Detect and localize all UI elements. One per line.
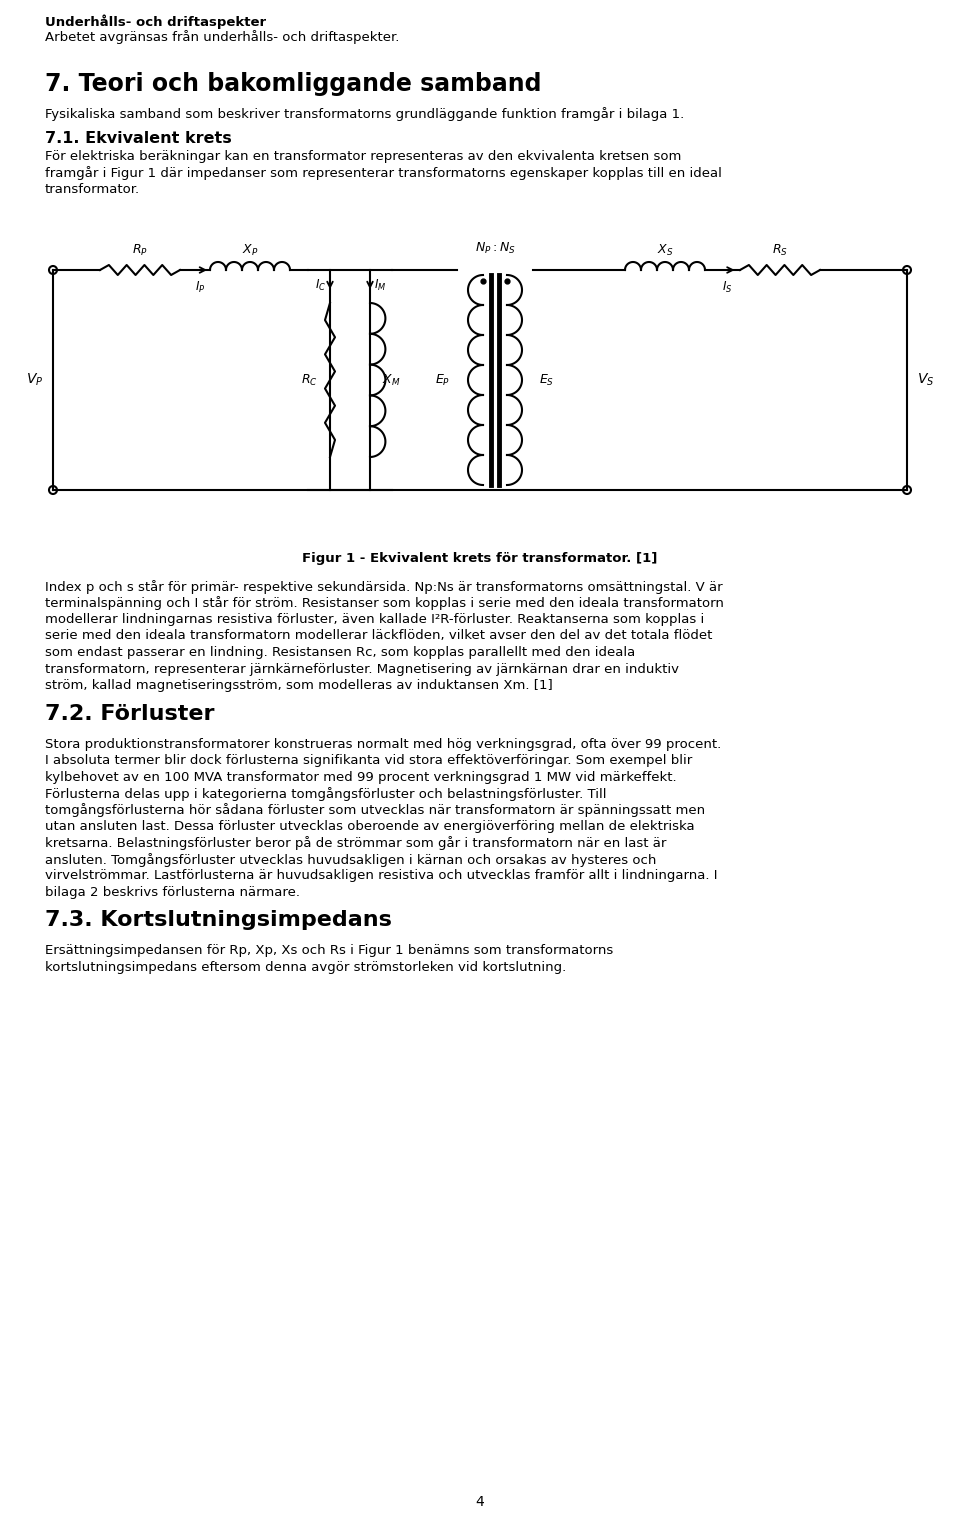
Text: För elektriska beräkningar kan en transformator representeras av den ekvivalenta: För elektriska beräkningar kan en transf…	[45, 150, 682, 164]
Text: 7. Teori och bakomliggande samband: 7. Teori och bakomliggande samband	[45, 73, 541, 95]
Text: ansluten. Tomgångsförluster utvecklas huvudsakligen i kärnan och orsakas av hyst: ansluten. Tomgångsförluster utvecklas hu…	[45, 853, 657, 867]
Text: utan ansluten last. Dessa förluster utvecklas oberoende av energiöverföring mell: utan ansluten last. Dessa förluster utve…	[45, 820, 695, 833]
Text: Ersättningsimpedansen för Rp, Xp, Xs och Rs i Figur 1 benämns som transformatorn: Ersättningsimpedansen för Rp, Xp, Xs och…	[45, 944, 613, 957]
Text: framgår i Figur 1 där impedanser som representerar transformatorns egenskaper ko: framgår i Figur 1 där impedanser som rep…	[45, 167, 722, 180]
Text: 4: 4	[475, 1495, 485, 1509]
Text: transformator.: transformator.	[45, 183, 140, 195]
Text: 7.1. Ekvivalent krets: 7.1. Ekvivalent krets	[45, 130, 231, 145]
Text: $X_M$: $X_M$	[382, 373, 400, 388]
Text: 7.3. Kortslutningsimpedans: 7.3. Kortslutningsimpedans	[45, 911, 392, 930]
Text: $E_P$: $E_P$	[436, 373, 450, 388]
Text: kylbehovet av en 100 MVA transformator med 99 procent verkningsgrad 1 MW vid mär: kylbehovet av en 100 MVA transformator m…	[45, 771, 677, 783]
Text: terminalspänning och I står för ström. Resistanser som kopplas i serie med den i: terminalspänning och I står för ström. R…	[45, 597, 724, 611]
Text: Stora produktionstransformatorer konstrueras normalt med hög verkningsgrad, ofta: Stora produktionstransformatorer konstru…	[45, 738, 721, 750]
Text: Underhålls- och driftaspekter: Underhålls- och driftaspekter	[45, 14, 266, 29]
Text: $R_S$: $R_S$	[772, 242, 788, 258]
Text: Arbetet avgränsas från underhålls- och driftaspekter.: Arbetet avgränsas från underhålls- och d…	[45, 30, 399, 44]
Text: $R_C$: $R_C$	[301, 373, 318, 388]
Text: I absoluta termer blir dock förlusterna signifikanta vid stora effektöverföringa: I absoluta termer blir dock förlusterna …	[45, 754, 692, 767]
Text: $V_P$: $V_P$	[26, 371, 43, 388]
Text: kortslutningsimpedans eftersom denna avgör strömstorleken vid kortslutning.: kortslutningsimpedans eftersom denna avg…	[45, 961, 566, 974]
Text: $V_S$: $V_S$	[917, 371, 934, 388]
Text: transformatorn, representerar järnkärneförluster. Magnetisering av järnkärnan dr: transformatorn, representerar järnkärnef…	[45, 662, 679, 676]
Text: bilaga 2 beskrivs förlusterna närmare.: bilaga 2 beskrivs förlusterna närmare.	[45, 886, 300, 898]
Text: Figur 1 - Ekvivalent krets för transformator. [1]: Figur 1 - Ekvivalent krets för transform…	[302, 551, 658, 565]
Text: virvelströmmar. Lastförlusterna är huvudsakligen resistiva och utvecklas framför: virvelströmmar. Lastförlusterna är huvud…	[45, 870, 717, 883]
Text: $I_M$: $I_M$	[374, 277, 386, 292]
Text: $X_S$: $X_S$	[657, 242, 673, 258]
Text: Fysikaliska samband som beskriver transformatorns grundläggande funktion framgår: Fysikaliska samband som beskriver transf…	[45, 108, 684, 121]
Text: $R_P$: $R_P$	[132, 242, 148, 258]
Text: $I_P$: $I_P$	[195, 280, 205, 295]
Text: $N_P:N_S$: $N_P:N_S$	[474, 241, 516, 256]
Text: kretsarna. Belastningsförluster beror på de strömmar som går i transformatorn nä: kretsarna. Belastningsförluster beror på…	[45, 836, 666, 850]
Text: ström, kallad magnetiseringsström, som modelleras av induktansen Xm. [1]: ström, kallad magnetiseringsström, som m…	[45, 679, 553, 692]
Text: serie med den ideala transformatorn modellerar läckflöden, vilket avser den del : serie med den ideala transformatorn mode…	[45, 630, 712, 642]
Text: Index p och s står för primär- respektive sekundärsida. Np:Ns är transformatorns: Index p och s står för primär- respektiv…	[45, 580, 723, 594]
Text: modellerar lindningarnas resistiva förluster, även kallade I²R-förluster. Reakta: modellerar lindningarnas resistiva förlu…	[45, 614, 705, 626]
Text: $I_S$: $I_S$	[722, 280, 732, 295]
Text: $E_S$: $E_S$	[540, 373, 555, 388]
Text: $X_P$: $X_P$	[242, 242, 258, 258]
Text: $I_C$: $I_C$	[315, 277, 326, 292]
Text: Förlusterna delas upp i kategorierna tomgångsförluster och belastningsförluster.: Förlusterna delas upp i kategorierna tom…	[45, 786, 607, 801]
Text: 7.2. Förluster: 7.2. Förluster	[45, 703, 214, 724]
Text: tomgångsförlusterna hör sådana förluster som utvecklas när transformatorn är spä: tomgångsförlusterna hör sådana förluster…	[45, 803, 706, 818]
Text: som endast passerar en lindning. Resistansen Rc, som kopplas parallellt med den : som endast passerar en lindning. Resista…	[45, 645, 636, 659]
